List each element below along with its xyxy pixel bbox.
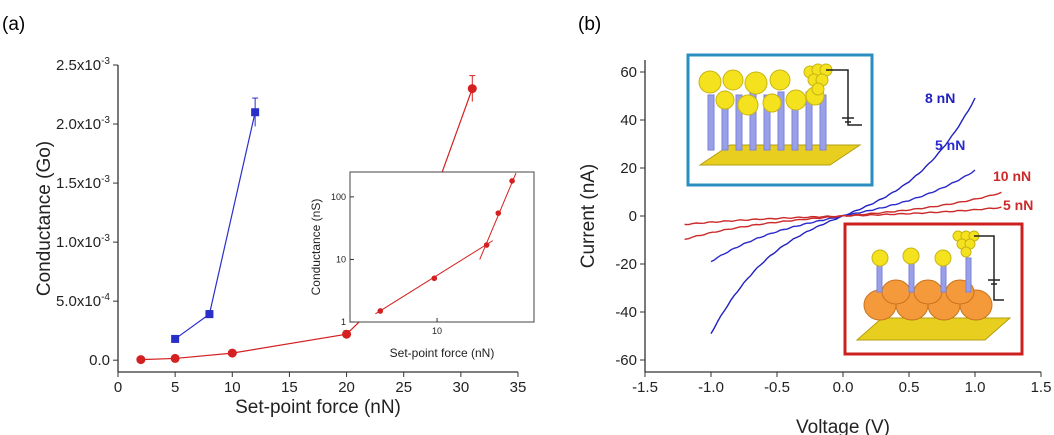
x-tick-label: -1.0 — [698, 379, 724, 396]
chart-a-inset: 10 1 10 100 Set-point force (nN) Conductance … — [309, 171, 535, 360]
x-tick-label: -0.5 — [764, 379, 790, 396]
x-axis-title: Set-point force (nN) — [235, 397, 401, 418]
inset-x-axis-title: Set-point force (nN) — [390, 346, 495, 360]
curve-label-1: 5 nN — [935, 137, 965, 153]
inset-frame — [349, 171, 535, 323]
data-point — [342, 329, 352, 339]
x-tick-label: 30 — [453, 379, 470, 396]
y-tick-label: 0.0 — [89, 352, 110, 369]
inset-x-tick-label: 10 — [432, 326, 442, 336]
chart-b-iv-curves: -1.5 -1.0 -0.5 0.0 0.5 1.0 1.5 -60 -40 -20 0 20 40 60… — [578, 60, 1051, 435]
inset-data-point — [509, 178, 515, 184]
y-tick-label: 1.5x10-3 — [56, 174, 110, 192]
curve-label-2: 10 nN — [993, 168, 1031, 184]
y-tick-label: -20 — [615, 256, 637, 273]
data-point — [205, 310, 214, 319]
x-axis-title: Voltage (V) — [796, 417, 890, 435]
data-point — [227, 348, 237, 358]
series-0-line — [174, 112, 256, 340]
inset-data-point — [431, 275, 438, 282]
data-point — [171, 334, 180, 343]
y-tick-label: 2.5x10-3 — [56, 56, 110, 74]
iv-curve-3 — [684, 206, 1002, 226]
y-axis-title: Conductance (Go) — [34, 141, 55, 296]
inset-data-point — [483, 242, 490, 248]
x-tick-label: 0.0 — [833, 379, 854, 396]
y-tick-label: 0 — [629, 208, 637, 225]
y-tick-label: 20 — [620, 160, 637, 177]
panel-a-label: (a) — [2, 14, 25, 35]
x-tick-label: -1.5 — [632, 379, 658, 396]
curve-label-3: 5 nN — [1003, 197, 1033, 213]
bottom-junction-illustration — [843, 222, 1024, 356]
x-tick-label: 15 — [281, 379, 298, 396]
inset-y-tick-label: 1 — [341, 317, 346, 327]
x-tick-label: 35 — [510, 379, 527, 396]
x-tick-label: 20 — [338, 379, 355, 396]
x-tick-label: 1.5 — [1031, 379, 1052, 396]
x-tick-label: 25 — [395, 379, 412, 396]
data-point — [136, 355, 146, 365]
y-tick-label: 5.0x10-4 — [56, 292, 110, 310]
inset-y-tick-label: 100 — [331, 192, 346, 202]
y-tick-label: -60 — [615, 352, 637, 369]
x-tick-label: 1.0 — [965, 379, 986, 396]
x-tick-label: 0 — [114, 379, 122, 396]
data-point — [170, 353, 180, 363]
y-tick-label: 60 — [620, 64, 637, 81]
inset-data-point — [377, 308, 384, 314]
x-tick-label: 0.5 — [899, 379, 920, 396]
inset-y-axis-title: Conductance (nS) — [309, 199, 323, 296]
top-junction-illustration — [686, 53, 874, 187]
inset-data-point — [495, 210, 502, 216]
inset-y-tick-label: 10 — [336, 254, 346, 264]
y-tick-label: 1.0x10-3 — [56, 233, 110, 251]
y-axis-title: Current (nA) — [578, 164, 599, 269]
data-point — [251, 108, 260, 117]
data-point — [467, 84, 477, 94]
x-tick-label: 10 — [224, 379, 241, 396]
curve-label-0: 8 nN — [925, 90, 955, 106]
x-tick-label: 5 — [171, 379, 179, 396]
panel-b-label: (b) — [578, 14, 601, 35]
y-tick-label: 40 — [620, 112, 637, 129]
y-tick-label: 2.0x10-3 — [56, 115, 110, 133]
y-tick-label: -40 — [615, 304, 637, 321]
